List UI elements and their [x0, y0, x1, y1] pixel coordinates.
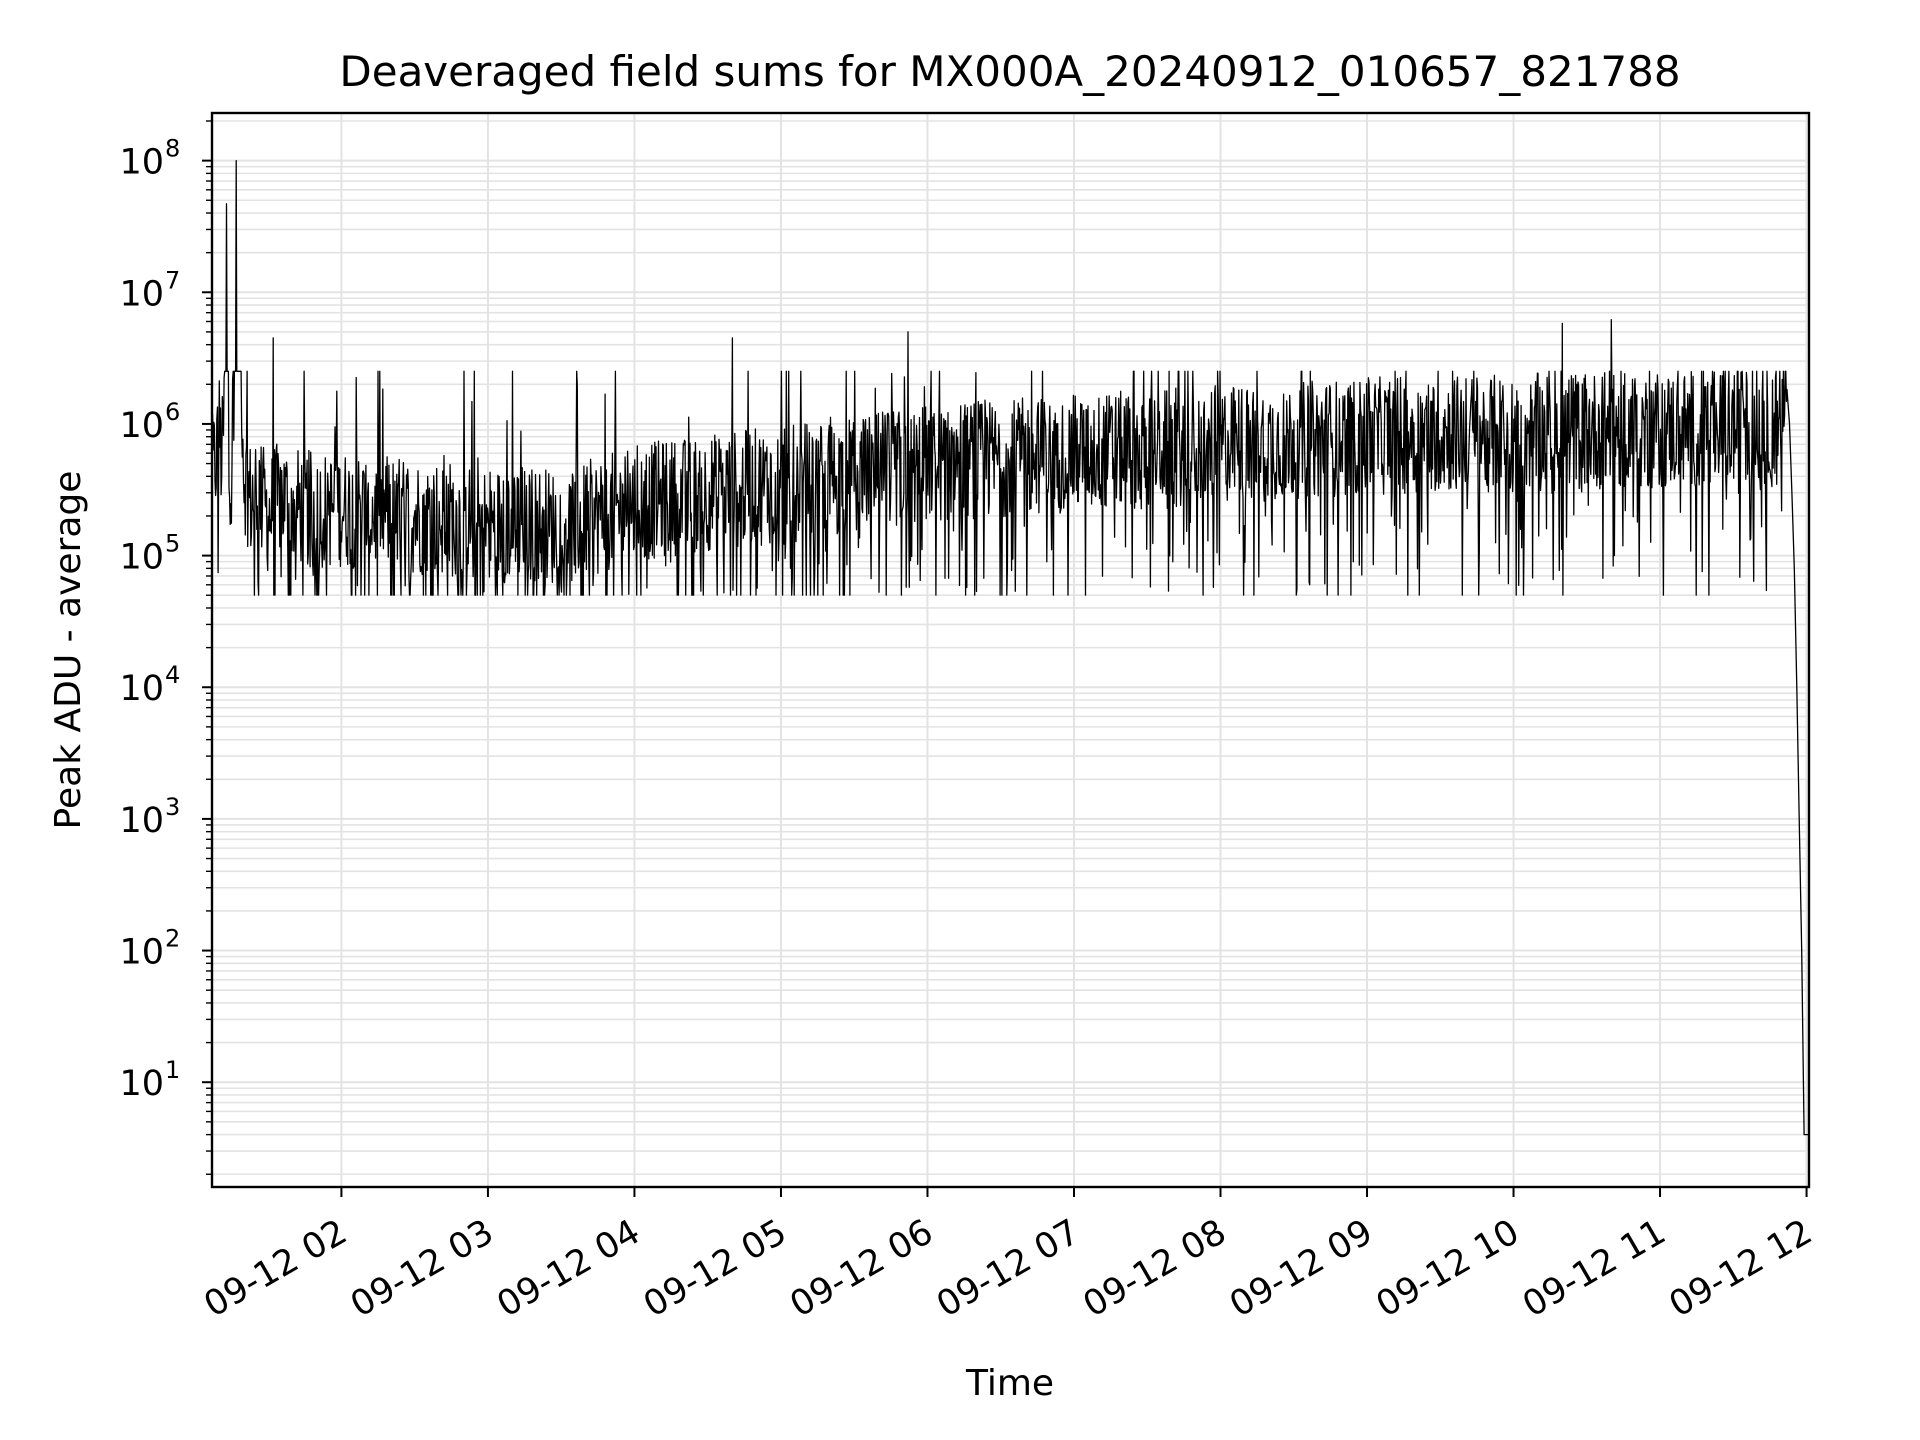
- y-tick-exponent: 7: [165, 266, 180, 294]
- x-tick-label: 09-12 10: [1370, 1212, 1526, 1325]
- plot-frame: [210, 111, 1811, 1189]
- y-tick-exponent: 4: [165, 661, 180, 689]
- x-axis-label: Time: [965, 1363, 1054, 1404]
- y-tick-exponent: 8: [165, 135, 180, 163]
- y-tick-exponent: 2: [165, 925, 180, 953]
- x-tick-label: 09-12 12: [1663, 1212, 1819, 1325]
- x-tick-label: 09-12 08: [1077, 1212, 1233, 1325]
- y-tick-label: 10: [119, 669, 164, 709]
- x-tick-label: 09-12 05: [637, 1212, 793, 1325]
- y-tick-exponent: 1: [165, 1056, 180, 1084]
- y-tick-label: 10: [119, 143, 164, 183]
- y-tick-label: 10: [119, 801, 164, 841]
- x-tick-label: 09-12 02: [198, 1212, 354, 1325]
- y-tick-label: 10: [119, 1064, 164, 1104]
- y-tick-exponent: 5: [165, 530, 180, 558]
- x-tick-label: 09-12 06: [784, 1212, 940, 1325]
- x-tick-label: 09-12 09: [1223, 1212, 1379, 1325]
- x-tick-label: 09-12 07: [930, 1212, 1086, 1325]
- y-tick-label: 10: [119, 406, 164, 446]
- y-tick-label: 10: [119, 274, 164, 314]
- y-tick-exponent: 3: [165, 793, 180, 821]
- series-layer: [211, 159, 1809, 1136]
- y-tick-exponent: 6: [165, 398, 180, 426]
- x-tick-label: 09-12 03: [344, 1212, 500, 1325]
- grid: [212, 113, 1809, 1187]
- series-line: [211, 159, 1809, 1136]
- y-axis-label: Peak ADU - average: [48, 471, 89, 830]
- y-tick-label: 10: [119, 933, 164, 973]
- x-tick-label: 09-12 11: [1516, 1212, 1672, 1325]
- x-tick-label: 09-12 04: [491, 1212, 647, 1325]
- y-tick-label: 10: [119, 538, 164, 578]
- chart-title: Deaveraged field sums for MX000A_2024091…: [339, 47, 1680, 96]
